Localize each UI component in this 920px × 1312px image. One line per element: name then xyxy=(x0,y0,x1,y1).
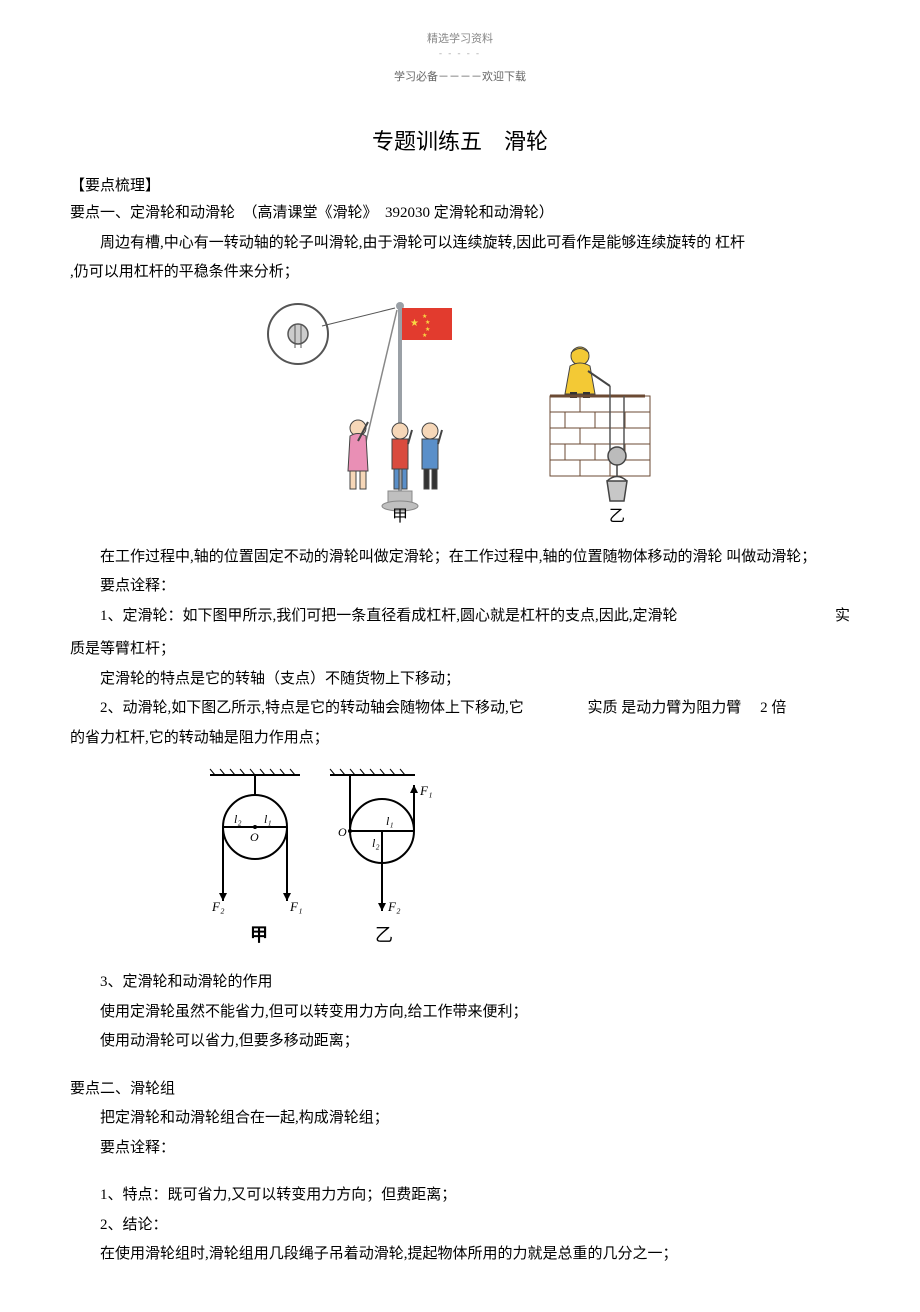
pt1-l1c: 定滑轮和动滑轮） xyxy=(430,205,554,221)
pt1-para8: 使用定滑轮虽然不能省力,但可以转变用力方向,给工作带来便利； xyxy=(70,1000,850,1026)
pt1-para4: 1、定滑轮：如下图甲所示,我们可把一条直径看成杠杆,圆心就是杠杆的支点,因此,定… xyxy=(70,604,850,630)
pt2-para4: 2、结论： xyxy=(70,1213,850,1239)
svg-text:甲: 甲 xyxy=(250,925,268,945)
svg-text:l₁: l₁ xyxy=(264,812,272,826)
pt1-l1a: 要点一、定滑轮和动滑轮 （高清课堂《滑轮》 xyxy=(70,205,385,221)
svg-text:l₂: l₂ xyxy=(372,836,380,850)
pt2-para3: 1、特点：既可省力,又可以转变用力方向；但费距离； xyxy=(70,1183,850,1209)
pt1-para2: 在工作过程中,轴的位置固定不动的滑轮叫做定滑轮；在工作过程中,轴的位置随物体移动… xyxy=(70,545,850,571)
pt1-para1b: ,仍可以用杠杆的平稳条件来分析； xyxy=(70,260,850,286)
pt1-p6a: 2、动滑轮,如下图乙所示,特点是它的转动轴会随物体上下移动,它 xyxy=(100,700,524,716)
pt1-para3: 要点诠释： xyxy=(70,574,850,600)
header-dots: - - - - - xyxy=(70,48,850,58)
pt1-p6c: 倍 xyxy=(771,700,786,716)
pt1-p4a: 1、定滑轮：如下图甲所示,我们可把一条直径看成杠杆,圆心就是杠杆的支点,因此,定… xyxy=(70,608,678,624)
svg-text:F₁: F₁ xyxy=(289,899,302,914)
figure-2: O l₂ l₁ F₂ F₁ 甲 xyxy=(70,761,850,956)
point2-heading: 要点二、滑轮组 xyxy=(70,1077,850,1103)
svg-text:★: ★ xyxy=(425,326,430,333)
document-page: 精选学习资料 - - - - - 学习必备－－－－欢迎下载 专题训练五 滑轮 【… xyxy=(0,0,920,1312)
svg-text:★: ★ xyxy=(410,318,419,329)
pt2-para2: 要点诠释： xyxy=(70,1136,850,1162)
pt1-l1b: 392030 xyxy=(385,205,430,221)
svg-text:乙: 乙 xyxy=(375,925,393,945)
figure-2-svg: O l₂ l₁ F₂ F₁ 甲 xyxy=(190,761,450,951)
page-title: 专题训练五 滑轮 xyxy=(70,124,850,156)
svg-text:甲: 甲 xyxy=(392,508,408,525)
pt1-p6-mid: 实质 xyxy=(588,700,618,716)
pt2-para1: 把定滑轮和动滑轮组合在一起,构成滑轮组； xyxy=(70,1106,850,1132)
pt1-para6b: 的省力杠杆,它的转动轴是阻力作用点； xyxy=(70,726,850,752)
pt1-para1: 周边有槽,中心有一转动轴的轮子叫滑轮,由于滑轮可以连续旋转,因此可看作是能够连续… xyxy=(70,231,850,257)
svg-text:l₁: l₁ xyxy=(386,814,394,828)
header-top: 精选学习资料 xyxy=(70,30,850,46)
svg-text:★: ★ xyxy=(425,319,430,326)
pt1-p4-right: 实 xyxy=(835,604,850,630)
point1-heading: 要点一、定滑轮和动滑轮 （高清课堂《滑轮》 392030 定滑轮和动滑轮） xyxy=(70,201,850,227)
svg-text:l₂: l₂ xyxy=(234,812,242,826)
figure-1: ★ ★ ★ ★ ★ xyxy=(70,296,850,531)
pt1-para9: 使用动滑轮可以省力,但要多移动距离； xyxy=(70,1029,850,1055)
svg-text:O: O xyxy=(250,830,259,844)
pt1-p6-num: 2 xyxy=(760,700,768,716)
svg-text:乙: 乙 xyxy=(609,508,625,525)
pt1-p1a: 周边有槽,中心有一转动轴的轮子叫滑轮,由于滑轮可以连续旋转,因此可看作是能够连续… xyxy=(100,235,745,251)
pt1-para7: 3、定滑轮和动滑轮的作用 xyxy=(70,970,850,996)
header-sub: 学习必备－－－－欢迎下载 xyxy=(70,68,850,84)
svg-text:★: ★ xyxy=(422,332,427,339)
section-summary-head: 【要点梳理】 xyxy=(70,174,850,195)
svg-text:O: O xyxy=(338,825,347,839)
svg-text:F₂: F₂ xyxy=(211,899,225,914)
svg-text:★: ★ xyxy=(422,313,427,320)
pt1-p1b: ,仍可以用杠杆的平稳条件来分析； xyxy=(70,264,299,280)
pt2-para5: 在使用滑轮组时,滑轮组用几段绳子吊着动滑轮,提起物体所用的力就是总重的几分之一； xyxy=(70,1242,850,1268)
pt1-p4a-text: 1、定滑轮：如下图甲所示,我们可把一条直径看成杠杆,圆心就是杠杆的支点,因此,定… xyxy=(100,608,678,624)
figure-1-svg: ★ ★ ★ ★ ★ xyxy=(250,296,670,526)
svg-text:F₂: F₂ xyxy=(387,899,401,914)
pt1-p6b: 是动力臂为阻力臂 xyxy=(621,700,756,716)
pt1-para6: 2、动滑轮,如下图乙所示,特点是它的转动轴会随物体上下移动,它 实质 是动力臂为… xyxy=(70,696,850,722)
pt1-para5: 定滑轮的特点是它的转轴（支点）不随货物上下移动； xyxy=(70,667,850,693)
pt1-para4b: 质是等臂杠杆； xyxy=(70,637,850,663)
svg-text:F₁: F₁ xyxy=(419,783,432,798)
